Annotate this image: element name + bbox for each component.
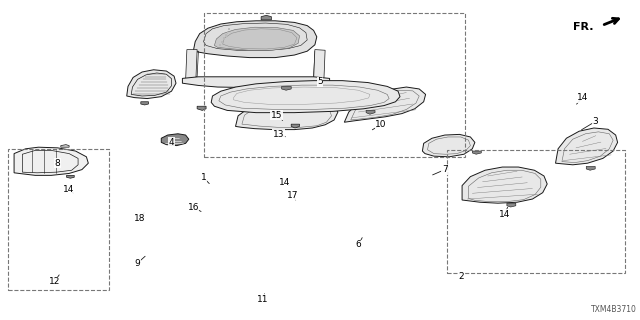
PathPatch shape — [291, 96, 300, 99]
Text: 6: 6 — [356, 240, 361, 249]
Text: 5: 5 — [317, 77, 323, 86]
Text: 1: 1 — [201, 173, 206, 182]
Text: TXM4B3710: TXM4B3710 — [591, 305, 637, 314]
PathPatch shape — [127, 70, 176, 99]
Text: 16: 16 — [188, 203, 199, 212]
PathPatch shape — [261, 15, 271, 20]
Text: 10: 10 — [375, 120, 387, 129]
Bar — [8, 149, 109, 290]
PathPatch shape — [221, 41, 223, 43]
PathPatch shape — [161, 134, 189, 146]
PathPatch shape — [186, 50, 197, 81]
PathPatch shape — [556, 128, 618, 165]
PathPatch shape — [182, 77, 330, 88]
PathPatch shape — [67, 175, 74, 178]
PathPatch shape — [472, 151, 481, 154]
PathPatch shape — [282, 86, 291, 90]
Text: 17: 17 — [287, 191, 299, 200]
Text: 11: 11 — [257, 295, 268, 304]
Text: 15: 15 — [271, 111, 282, 120]
Text: 9: 9 — [135, 259, 140, 268]
PathPatch shape — [193, 21, 317, 58]
PathPatch shape — [225, 34, 227, 37]
PathPatch shape — [211, 81, 400, 113]
PathPatch shape — [141, 102, 148, 105]
PathPatch shape — [61, 145, 69, 147]
PathPatch shape — [214, 27, 300, 50]
Text: 8: 8 — [55, 159, 60, 168]
Text: 4: 4 — [169, 138, 174, 147]
Bar — [204, 13, 465, 157]
Text: 12: 12 — [49, 277, 60, 286]
Text: 2: 2 — [458, 272, 463, 281]
Text: 3: 3 — [593, 117, 598, 126]
Text: 18: 18 — [134, 214, 145, 223]
PathPatch shape — [314, 50, 325, 81]
Text: 14: 14 — [499, 210, 510, 219]
PathPatch shape — [197, 106, 206, 110]
PathPatch shape — [366, 110, 375, 114]
Text: 13: 13 — [273, 130, 284, 139]
PathPatch shape — [219, 44, 221, 46]
PathPatch shape — [14, 147, 88, 175]
PathPatch shape — [462, 167, 547, 203]
Text: 14: 14 — [279, 178, 291, 187]
PathPatch shape — [227, 31, 228, 34]
PathPatch shape — [507, 203, 516, 207]
PathPatch shape — [586, 166, 595, 170]
PathPatch shape — [422, 134, 475, 157]
PathPatch shape — [223, 37, 225, 40]
PathPatch shape — [344, 87, 426, 122]
Text: 7: 7 — [442, 165, 447, 174]
PathPatch shape — [291, 124, 300, 128]
Text: FR.: FR. — [573, 22, 594, 32]
PathPatch shape — [228, 28, 230, 30]
Text: 14: 14 — [577, 93, 588, 102]
Bar — [447, 150, 625, 273]
Text: 14: 14 — [63, 185, 75, 194]
PathPatch shape — [236, 97, 338, 130]
